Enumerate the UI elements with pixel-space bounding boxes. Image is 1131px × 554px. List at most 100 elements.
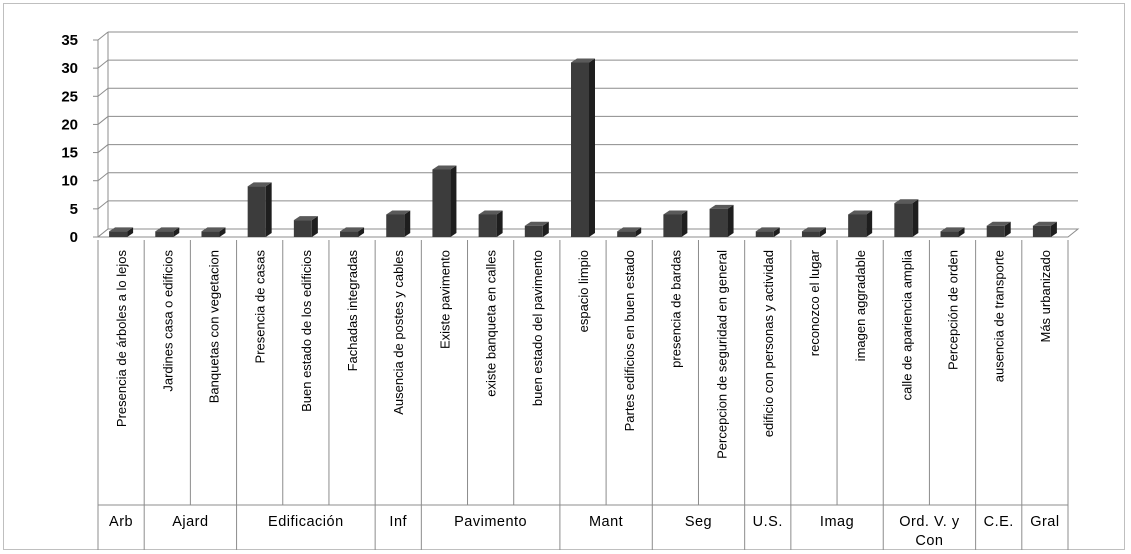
bar bbox=[663, 210, 688, 237]
gridline-depth bbox=[97, 200, 109, 210]
bar-side bbox=[635, 227, 642, 237]
bar-front bbox=[940, 231, 959, 237]
bar-front bbox=[155, 231, 174, 237]
bar-top bbox=[340, 227, 365, 232]
bar bbox=[478, 210, 503, 237]
bar-side bbox=[1050, 221, 1057, 237]
bar-side bbox=[496, 210, 503, 237]
bar-top bbox=[386, 210, 411, 215]
bar bbox=[709, 204, 734, 237]
category-label: Existe pavimento bbox=[437, 250, 452, 349]
group-label: Mant bbox=[589, 514, 623, 530]
bar-top bbox=[894, 199, 919, 204]
bar-top bbox=[293, 216, 318, 221]
bar-front bbox=[247, 186, 266, 237]
category-label: ausencia de transporte bbox=[992, 250, 1007, 382]
category-label: Buen estado de los edificios bbox=[299, 250, 314, 412]
group-label: Gral bbox=[1030, 514, 1059, 530]
bar-top bbox=[524, 221, 549, 226]
bar-side bbox=[589, 58, 595, 238]
bar bbox=[848, 210, 873, 237]
bar-top bbox=[709, 204, 734, 209]
bar-front bbox=[709, 208, 728, 237]
bar bbox=[524, 221, 549, 237]
group-label: Edificación bbox=[268, 514, 344, 530]
bar-side bbox=[727, 204, 734, 237]
group-label: C.E. bbox=[984, 514, 1014, 530]
bar bbox=[801, 227, 826, 237]
bar bbox=[201, 227, 226, 237]
bar-top bbox=[755, 227, 780, 232]
category-label: Jardines casa o edificios bbox=[160, 250, 175, 392]
bar-top bbox=[247, 182, 272, 187]
bar bbox=[940, 227, 965, 237]
bar-top bbox=[109, 227, 134, 232]
bar-side bbox=[265, 182, 272, 237]
bar-front bbox=[894, 203, 913, 237]
bar bbox=[894, 199, 919, 237]
group-label: Seg bbox=[685, 514, 712, 530]
group-label: Arb bbox=[109, 514, 133, 530]
bar-top bbox=[478, 210, 503, 215]
bar bbox=[293, 216, 318, 237]
category-label: Partes edificios en buen estado bbox=[622, 250, 637, 431]
bar bbox=[1032, 221, 1057, 237]
bar-front bbox=[432, 169, 451, 237]
bar-side bbox=[404, 210, 411, 237]
bar-side bbox=[450, 165, 457, 237]
bar-top bbox=[663, 210, 688, 215]
bar-front bbox=[848, 214, 867, 237]
bar bbox=[986, 221, 1011, 237]
bar-top bbox=[1032, 221, 1057, 226]
bar-front bbox=[109, 231, 128, 237]
bar-side bbox=[358, 227, 365, 237]
gridline-depth bbox=[97, 116, 109, 125]
y-tick-label: 0 bbox=[70, 229, 78, 246]
category-label: Ausencia de postes y cables bbox=[391, 250, 406, 415]
group-label: U.S. bbox=[753, 514, 783, 530]
category-label: Más urbanizado bbox=[1038, 250, 1053, 343]
bar-front bbox=[571, 62, 589, 238]
bar-front bbox=[755, 231, 774, 237]
bar-top bbox=[940, 227, 965, 232]
bar-top bbox=[155, 227, 180, 232]
category-label: edificio con personas y actividad bbox=[761, 250, 776, 437]
bar-front bbox=[524, 225, 543, 237]
bar-top bbox=[986, 221, 1011, 226]
bar-side bbox=[866, 210, 873, 237]
bar-side bbox=[127, 227, 134, 237]
category-label: buen estado del pavimento bbox=[530, 250, 545, 406]
bar-side bbox=[912, 199, 919, 237]
category-label: calle de apariencia amplia bbox=[899, 249, 914, 400]
bar-front bbox=[386, 214, 405, 237]
category-label: imagen aggradable bbox=[853, 250, 868, 361]
bar-front bbox=[293, 220, 312, 237]
bar-side bbox=[1004, 221, 1011, 237]
bar bbox=[571, 58, 595, 238]
bar bbox=[109, 227, 134, 237]
bar-side bbox=[773, 227, 780, 237]
bar bbox=[432, 165, 457, 237]
gridline-depth bbox=[97, 172, 109, 182]
bar bbox=[386, 210, 411, 237]
category-label: Percepcion de seguridad en general bbox=[715, 250, 730, 459]
category-label: reconozco el lugar bbox=[807, 249, 822, 356]
group-label: Ajard bbox=[172, 514, 208, 530]
group-label: Imag bbox=[820, 514, 854, 530]
category-label: Presencia de árboles a lo lejos bbox=[114, 250, 129, 428]
bar-side bbox=[681, 210, 688, 237]
y-tick-label: 25 bbox=[61, 88, 78, 105]
gridline-depth bbox=[97, 87, 109, 97]
bar-top bbox=[432, 165, 457, 170]
bar-side bbox=[542, 221, 549, 237]
bar bbox=[755, 227, 780, 237]
category-label: Banquetas con vegetacion bbox=[206, 250, 221, 403]
gridline-depth bbox=[97, 31, 109, 41]
gridline-depth bbox=[97, 59, 109, 69]
bar bbox=[340, 227, 365, 237]
bar-side bbox=[173, 227, 180, 237]
y-tick-label: 10 bbox=[61, 173, 78, 190]
y-tick-label: 35 bbox=[61, 32, 78, 49]
y-tick-label: 15 bbox=[61, 145, 78, 162]
